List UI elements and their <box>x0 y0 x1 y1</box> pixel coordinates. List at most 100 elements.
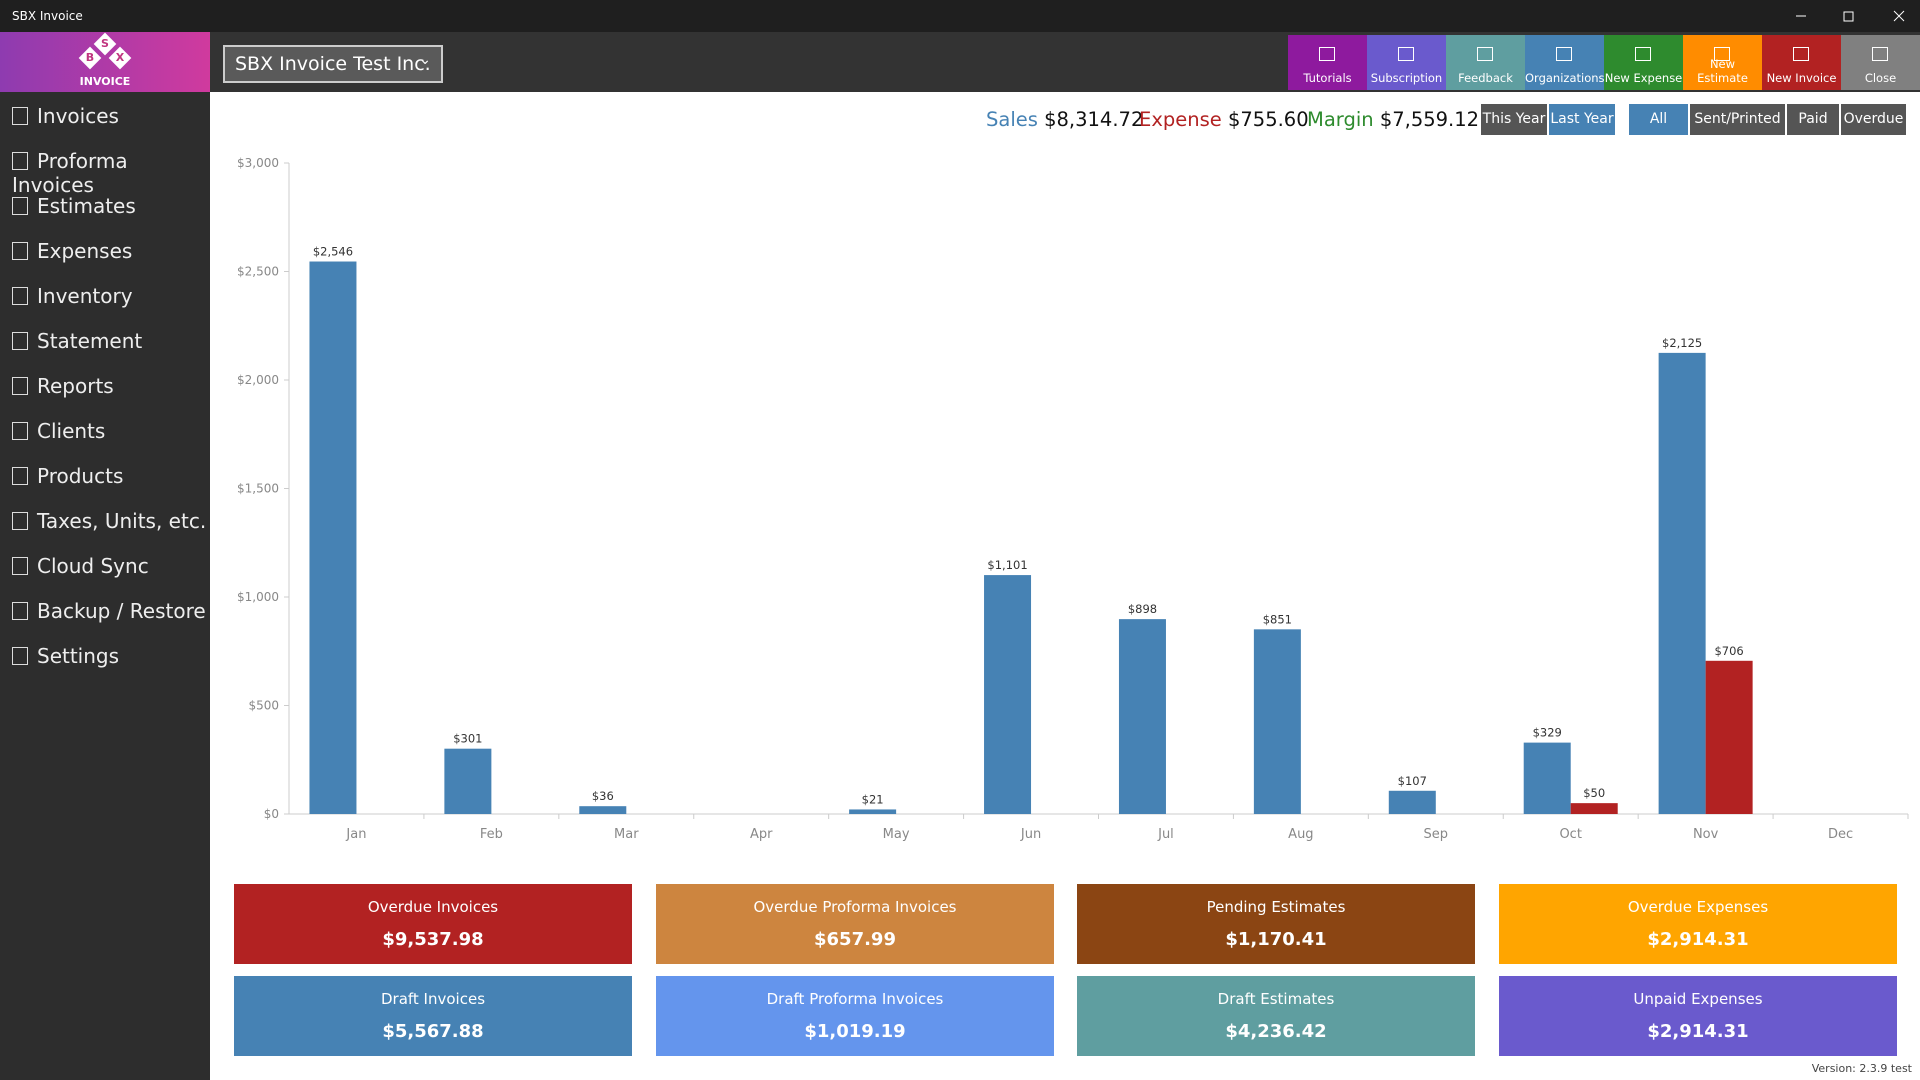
toolbar-label: Organizations <box>1525 71 1605 85</box>
toolbar-button[interactable]: Subscription <box>1367 35 1446 90</box>
title-bar: SBX Invoice <box>0 0 1920 32</box>
value-label: $107 <box>1398 774 1427 788</box>
status-filter[interactable]: Sent/Printed <box>1690 104 1785 135</box>
x-tick-label: Oct <box>1559 827 1581 842</box>
tile-label: Draft Invoices <box>380 990 486 1008</box>
sidebar-item[interactable]: Inventory <box>12 284 133 308</box>
sidebar-item[interactable]: Reports <box>12 374 114 398</box>
icon <box>1635 47 1651 61</box>
status-filter[interactable]: Overdue <box>1841 104 1906 135</box>
sidebar-label: Proforma Invoices <box>12 149 128 197</box>
x-tick-label: Feb <box>480 827 503 842</box>
summary-tile[interactable]: Overdue Expenses $2,914.31 <box>1499 884 1897 964</box>
sidebar-item[interactable]: Cloud Sync <box>12 554 149 578</box>
summary-tile[interactable]: Unpaid Expenses $2,914.31 <box>1499 976 1897 1056</box>
sidebar-item[interactable]: Backup / Restore <box>12 599 206 623</box>
summary-label: Margin <box>1307 108 1374 131</box>
icon <box>12 377 28 395</box>
bar <box>579 806 627 814</box>
summary-value: $7,559.12 <box>1379 108 1480 131</box>
summary-label: Expense <box>1139 108 1222 131</box>
sales-chart: $0 $500 $1,000 $1,500 $2,000 $2,500 $3,000 Jan $… <box>237 156 1909 842</box>
x-tick-label: Apr <box>750 827 773 842</box>
sidebar-label: Taxes, Units, etc. <box>37 509 207 533</box>
x-tick-label: Aug <box>1288 827 1313 842</box>
y-tick-label: $1,500 <box>237 482 279 496</box>
icon <box>1556 47 1572 61</box>
status-filter[interactable]: All <box>1629 104 1688 135</box>
sidebar-item[interactable]: Products <box>12 464 123 488</box>
toolbar-label: New Estimate <box>1697 57 1748 85</box>
toolbar-button[interactable]: Tutorials <box>1288 35 1367 90</box>
sidebar-item[interactable]: Proforma Invoices <box>12 149 210 197</box>
bar <box>1118 619 1166 814</box>
period-filter[interactable]: Last Year <box>1549 104 1615 135</box>
x-tick-label: Nov <box>1693 827 1719 842</box>
summary-tile[interactable]: Draft Estimates $4,236.42 <box>1077 976 1475 1056</box>
bar <box>1570 803 1618 814</box>
summary-tile[interactable]: Draft Proforma Invoices $1,019.19 <box>656 976 1054 1056</box>
value-label: $301 <box>453 732 482 746</box>
sidebar-item[interactable]: Invoices <box>12 104 119 128</box>
tile-value: $5,567.88 <box>382 1021 484 1042</box>
sidebar-label: Clients <box>37 419 106 443</box>
sidebar-label: Products <box>37 464 124 488</box>
bar <box>1253 629 1301 814</box>
toolbar-button[interactable]: New Invoice <box>1762 35 1841 90</box>
tile-label: Overdue Invoices <box>367 898 499 916</box>
sidebar-label: Reports <box>37 374 114 398</box>
sidebar-item[interactable]: Taxes, Units, etc. <box>12 509 206 533</box>
icon <box>1398 47 1414 61</box>
toolbar-button[interactable]: Close <box>1841 35 1920 90</box>
toolbar-label: Tutorials <box>1303 71 1352 85</box>
bar <box>1705 660 1753 814</box>
icon <box>12 197 28 215</box>
sidebar-label: Inventory <box>37 284 133 308</box>
value-label: $898 <box>1128 602 1157 616</box>
value-label: $2,125 <box>1662 336 1702 350</box>
value-label: $851 <box>1263 612 1292 626</box>
summary-tile[interactable]: Overdue Proforma Invoices $657.99 <box>656 884 1054 964</box>
period-filter[interactable]: This Year <box>1481 104 1547 135</box>
summary-tile[interactable]: Pending Estimates $1,170.41 <box>1077 884 1475 964</box>
x-tick-label: Sep <box>1424 827 1449 842</box>
icon <box>12 287 28 305</box>
status-filter[interactable]: Paid <box>1787 104 1839 135</box>
sidebar-item[interactable]: Statement <box>12 329 142 353</box>
toolbar-button[interactable]: New Expense <box>1604 35 1683 90</box>
summary-item: Sales $8,314.72 <box>986 108 1143 131</box>
summary-tile[interactable]: Draft Invoices $5,567.88 <box>234 976 632 1056</box>
sidebar-item[interactable]: Clients <box>12 419 105 443</box>
toolbar-label: Feedback <box>1458 71 1513 85</box>
sidebar-label: Invoices <box>37 104 119 128</box>
toolbar-button[interactable]: Organizations <box>1525 35 1605 90</box>
sidebar-item[interactable]: Estimates <box>12 194 136 218</box>
bar <box>1658 352 1706 814</box>
tile-label: Unpaid Expenses <box>1633 990 1763 1008</box>
summary-label: Sales <box>986 108 1038 131</box>
organization-name: SBX Invoice Test Inc. <box>235 53 431 75</box>
sidebar-label: Settings <box>37 644 120 668</box>
value-label: $21 <box>862 792 884 806</box>
toolbar-button[interactable]: New Estimate <box>1683 35 1762 90</box>
tile-value: $2,914.31 <box>1647 929 1749 950</box>
sidebar-label: Estimates <box>37 194 136 218</box>
icon <box>1477 47 1493 61</box>
bar <box>1388 790 1436 814</box>
summary-tile[interactable]: Overdue Invoices $9,537.98 <box>234 884 632 964</box>
sidebar-item[interactable]: Settings <box>12 644 119 668</box>
icon <box>12 512 28 530</box>
organization-dropdown[interactable]: SBX Invoice Test Inc. ⌄ <box>223 45 443 83</box>
toolbar-label: New Invoice <box>1766 71 1837 85</box>
x-tick-label: Jul <box>1157 827 1174 842</box>
toolbar-button[interactable]: Feedback <box>1446 35 1525 90</box>
summary-item: Margin $7,559.12 <box>1307 108 1479 131</box>
tile-value: $1,019.19 <box>804 1021 906 1042</box>
value-label: $706 <box>1714 644 1743 658</box>
window-controls[interactable] <box>1780 0 1920 32</box>
sidebar-item[interactable]: Expenses <box>12 239 132 263</box>
icon <box>12 422 28 440</box>
x-tick-label: May <box>883 827 910 842</box>
